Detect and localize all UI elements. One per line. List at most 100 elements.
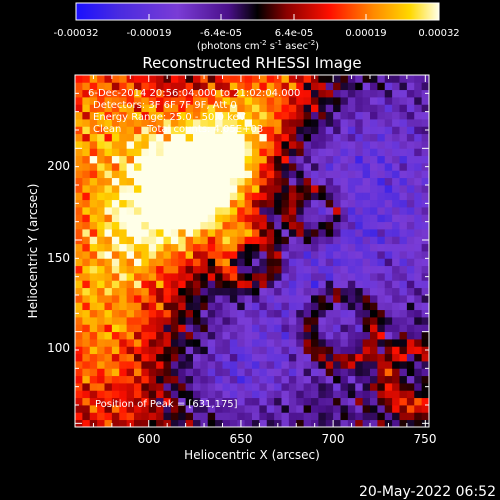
heatmap-cell (421, 339, 429, 347)
heatmap-cell (185, 339, 194, 347)
heatmap-cell (377, 346, 386, 355)
heatmap-cell (370, 221, 378, 230)
heatmap-cell (170, 163, 179, 171)
heatmap-cell (185, 82, 194, 91)
heatmap-cell (288, 295, 297, 303)
heatmap-cell (281, 353, 290, 362)
heatmap-cell (156, 339, 164, 347)
heatmap-cell (288, 177, 297, 186)
heatmap-cell (252, 287, 260, 296)
heatmap-cell (370, 214, 378, 223)
heatmap-cell (126, 199, 135, 208)
heatmap-cell (347, 111, 356, 120)
heatmap-cell (325, 214, 334, 223)
heatmap-cell (97, 375, 105, 384)
heatmap-cell (89, 155, 98, 164)
heatmap-cell (311, 317, 319, 325)
heatmap-cell (185, 111, 194, 120)
heatmap-cell (370, 185, 378, 193)
heatmap-cell (229, 317, 238, 325)
heatmap-cell (222, 346, 231, 355)
heatmap-cell (362, 133, 371, 142)
heatmap-cell (384, 148, 393, 157)
heatmap-cell (274, 97, 282, 105)
heatmap-cell (355, 82, 364, 91)
heatmap-cell (82, 265, 91, 274)
heatmap-cell (215, 133, 223, 142)
heatmap-cell (148, 221, 157, 230)
heatmap-cell (325, 405, 334, 413)
heatmap-cell (104, 405, 113, 413)
heatmap-cell (134, 302, 142, 311)
energy-range-annotation: Energy Range: 25.0 - 50.0 keV (93, 112, 246, 123)
heatmap-cell (406, 236, 415, 245)
heatmap-cell (104, 170, 113, 179)
heatmap-cell (347, 265, 356, 274)
heatmap-cell (97, 148, 105, 157)
heatmap-cell (200, 97, 209, 105)
heatmap-cell (193, 75, 201, 83)
heatmap-cell (347, 170, 356, 179)
heatmap-cell (406, 170, 415, 179)
heatmap-cell (104, 287, 113, 296)
heatmap-cell (89, 368, 98, 377)
heatmap-cell (134, 192, 142, 201)
heatmap-cell (311, 126, 319, 135)
heatmap-cell (259, 302, 268, 311)
heatmap-cell (252, 302, 260, 311)
heatmap-cell (134, 243, 142, 252)
heatmap-cell (333, 251, 341, 259)
heatmap-cell (244, 324, 253, 333)
heatmap-cell (421, 361, 429, 369)
time-range-annotation: 6-Dec-2014 20:56:04.000 to 21:02:04.000 (88, 88, 300, 99)
heatmap-cell (347, 353, 356, 362)
heatmap-cell (163, 199, 172, 208)
heatmap-cell (318, 155, 327, 164)
heatmap-cell (185, 361, 194, 369)
heatmap-cell (244, 383, 253, 391)
heatmap-cell (237, 324, 246, 333)
heatmap-cell (104, 229, 113, 237)
heatmap-cell (311, 148, 319, 157)
heatmap-cell (252, 214, 260, 223)
heatmap-cell (104, 324, 113, 333)
heatmap-cell (156, 331, 164, 340)
heatmap-cell (274, 280, 282, 289)
heatmap-cell (119, 207, 128, 215)
heatmap-cell (156, 97, 164, 105)
heatmap-cell (97, 133, 105, 142)
heatmap-cell (325, 251, 334, 259)
heatmap-cell (111, 331, 120, 340)
heatmap-cell (399, 280, 408, 289)
heatmap-cell (266, 119, 275, 127)
heatmap-cell (311, 111, 319, 120)
heatmap-cell (193, 251, 201, 259)
heatmap-cell (333, 119, 341, 127)
heatmap-cell (318, 339, 327, 347)
heatmap-cell (97, 331, 105, 340)
heatmap-cell (347, 192, 356, 201)
heatmap-cell (370, 405, 378, 413)
heatmap-cell (89, 324, 98, 333)
heatmap-cell (252, 361, 260, 369)
heatmap-cell (281, 397, 290, 406)
heatmap-cell (97, 236, 105, 245)
heatmap-cell (178, 419, 187, 427)
heatmap-cell (303, 111, 312, 120)
heatmap-cell (207, 324, 216, 333)
heatmap-cell (148, 397, 157, 406)
heatmap-cell (178, 405, 187, 413)
heatmap-cell (185, 199, 194, 208)
heatmap-cell (296, 221, 305, 230)
heatmap-cell (75, 258, 83, 267)
heatmap-cell (311, 383, 319, 391)
heatmap-cell (406, 251, 415, 259)
heatmap-cell (281, 82, 290, 91)
heatmap-cell (384, 317, 393, 325)
heatmap-cell (303, 141, 312, 149)
heatmap-cell (170, 229, 179, 237)
heatmap-cell (185, 397, 194, 406)
heatmap-cell (111, 309, 120, 318)
method-annotation: Clean (93, 124, 121, 135)
heatmap-cell (274, 126, 282, 135)
